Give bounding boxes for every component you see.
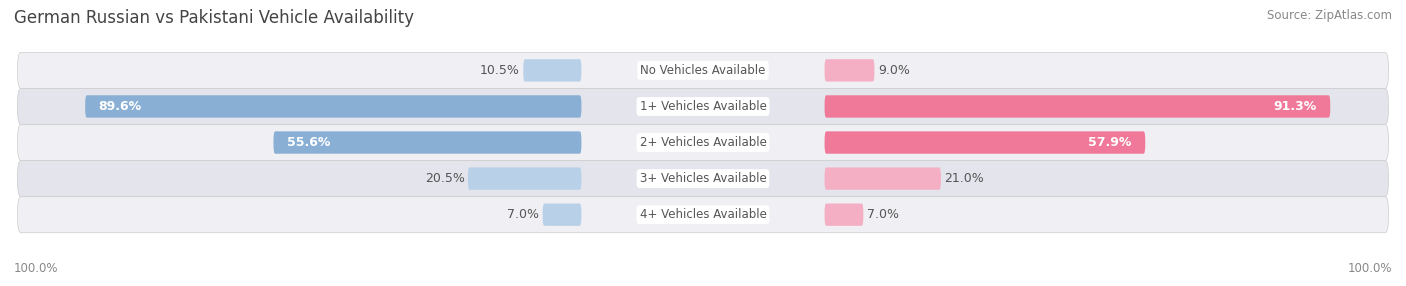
- Text: 4+ Vehicles Available: 4+ Vehicles Available: [640, 208, 766, 221]
- Text: Source: ZipAtlas.com: Source: ZipAtlas.com: [1267, 9, 1392, 21]
- FancyBboxPatch shape: [824, 167, 941, 190]
- FancyBboxPatch shape: [17, 124, 1389, 160]
- FancyBboxPatch shape: [17, 88, 1389, 124]
- Text: 91.3%: 91.3%: [1274, 100, 1317, 113]
- Text: 100.0%: 100.0%: [14, 262, 59, 275]
- FancyBboxPatch shape: [543, 204, 582, 226]
- Text: 10.5%: 10.5%: [479, 64, 520, 77]
- Text: 100.0%: 100.0%: [1347, 262, 1392, 275]
- Text: 9.0%: 9.0%: [877, 64, 910, 77]
- FancyBboxPatch shape: [86, 95, 582, 118]
- Text: No Vehicles Available: No Vehicles Available: [640, 64, 766, 77]
- FancyBboxPatch shape: [274, 131, 582, 154]
- FancyBboxPatch shape: [824, 59, 875, 82]
- FancyBboxPatch shape: [468, 167, 582, 190]
- Legend: German Russian, Pakistani: German Russian, Pakistani: [589, 281, 817, 286]
- FancyBboxPatch shape: [824, 131, 1146, 154]
- FancyBboxPatch shape: [824, 204, 863, 226]
- Text: 3+ Vehicles Available: 3+ Vehicles Available: [640, 172, 766, 185]
- FancyBboxPatch shape: [17, 52, 1389, 88]
- Text: 20.5%: 20.5%: [425, 172, 464, 185]
- Text: 21.0%: 21.0%: [945, 172, 984, 185]
- FancyBboxPatch shape: [824, 95, 1330, 118]
- Text: 7.0%: 7.0%: [866, 208, 898, 221]
- Text: German Russian vs Pakistani Vehicle Availability: German Russian vs Pakistani Vehicle Avai…: [14, 9, 413, 27]
- Text: 57.9%: 57.9%: [1088, 136, 1132, 149]
- Text: 1+ Vehicles Available: 1+ Vehicles Available: [640, 100, 766, 113]
- FancyBboxPatch shape: [17, 197, 1389, 233]
- Text: 7.0%: 7.0%: [508, 208, 540, 221]
- FancyBboxPatch shape: [523, 59, 582, 82]
- FancyBboxPatch shape: [17, 160, 1389, 197]
- Text: 2+ Vehicles Available: 2+ Vehicles Available: [640, 136, 766, 149]
- Text: 89.6%: 89.6%: [98, 100, 142, 113]
- Text: 55.6%: 55.6%: [287, 136, 330, 149]
